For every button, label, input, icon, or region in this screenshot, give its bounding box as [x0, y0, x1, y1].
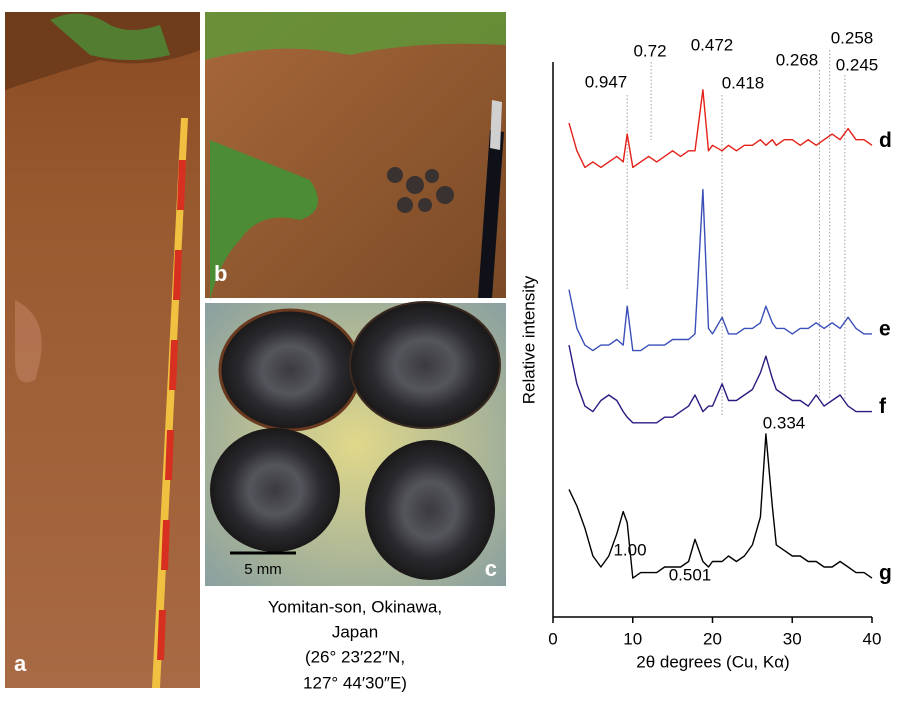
scale-bar-label: 5 mm: [244, 561, 282, 578]
figure: a b 5 mm c Yomitan-son, Okinawa, Japan (…: [0, 0, 899, 701]
panel-label: b: [214, 261, 227, 286]
peak-label: 0.947: [585, 72, 628, 91]
caption-line: Japan: [332, 622, 378, 641]
peak-label: 0.258: [831, 28, 874, 47]
series-label: g: [879, 562, 892, 585]
series-label: f: [879, 395, 887, 418]
x-axis-label: 2θ degrees (Cu, Kα): [636, 652, 789, 671]
peak-annotation: 1.00: [613, 540, 646, 559]
x-tick-label: 30: [783, 629, 802, 648]
series-line: [569, 90, 872, 168]
peak-label: 0.245: [836, 55, 879, 74]
x-tick-label: 40: [863, 629, 882, 648]
peak-label: 0.418: [722, 73, 765, 92]
panel-label: c: [485, 556, 497, 581]
photo-b: [205, 12, 506, 300]
peak-annotation: 0.334: [763, 413, 806, 432]
photo-a: [5, 12, 200, 688]
series-line: [569, 345, 872, 423]
peak-label: 0.72: [633, 41, 666, 60]
photo-c: [205, 302, 506, 586]
x-tick-label: 20: [703, 629, 722, 648]
peak-label: 0.268: [776, 50, 819, 69]
x-tick-label: 0: [548, 629, 557, 648]
panel-label: a: [14, 651, 27, 676]
caption-line: (26° 23′22″N,: [305, 647, 405, 666]
x-tick-label: 10: [623, 629, 642, 648]
series-label: d: [879, 129, 892, 152]
caption-line: 127° 44′30″E): [303, 673, 407, 692]
series-line: [569, 190, 872, 351]
series-label: e: [879, 317, 891, 340]
peak-label: 0.472: [691, 35, 734, 54]
peak-annotation: 0.501: [669, 565, 712, 584]
y-axis-label: Relative intensity: [519, 275, 538, 404]
caption-line: Yomitan-son, Okinawa,: [268, 597, 442, 616]
